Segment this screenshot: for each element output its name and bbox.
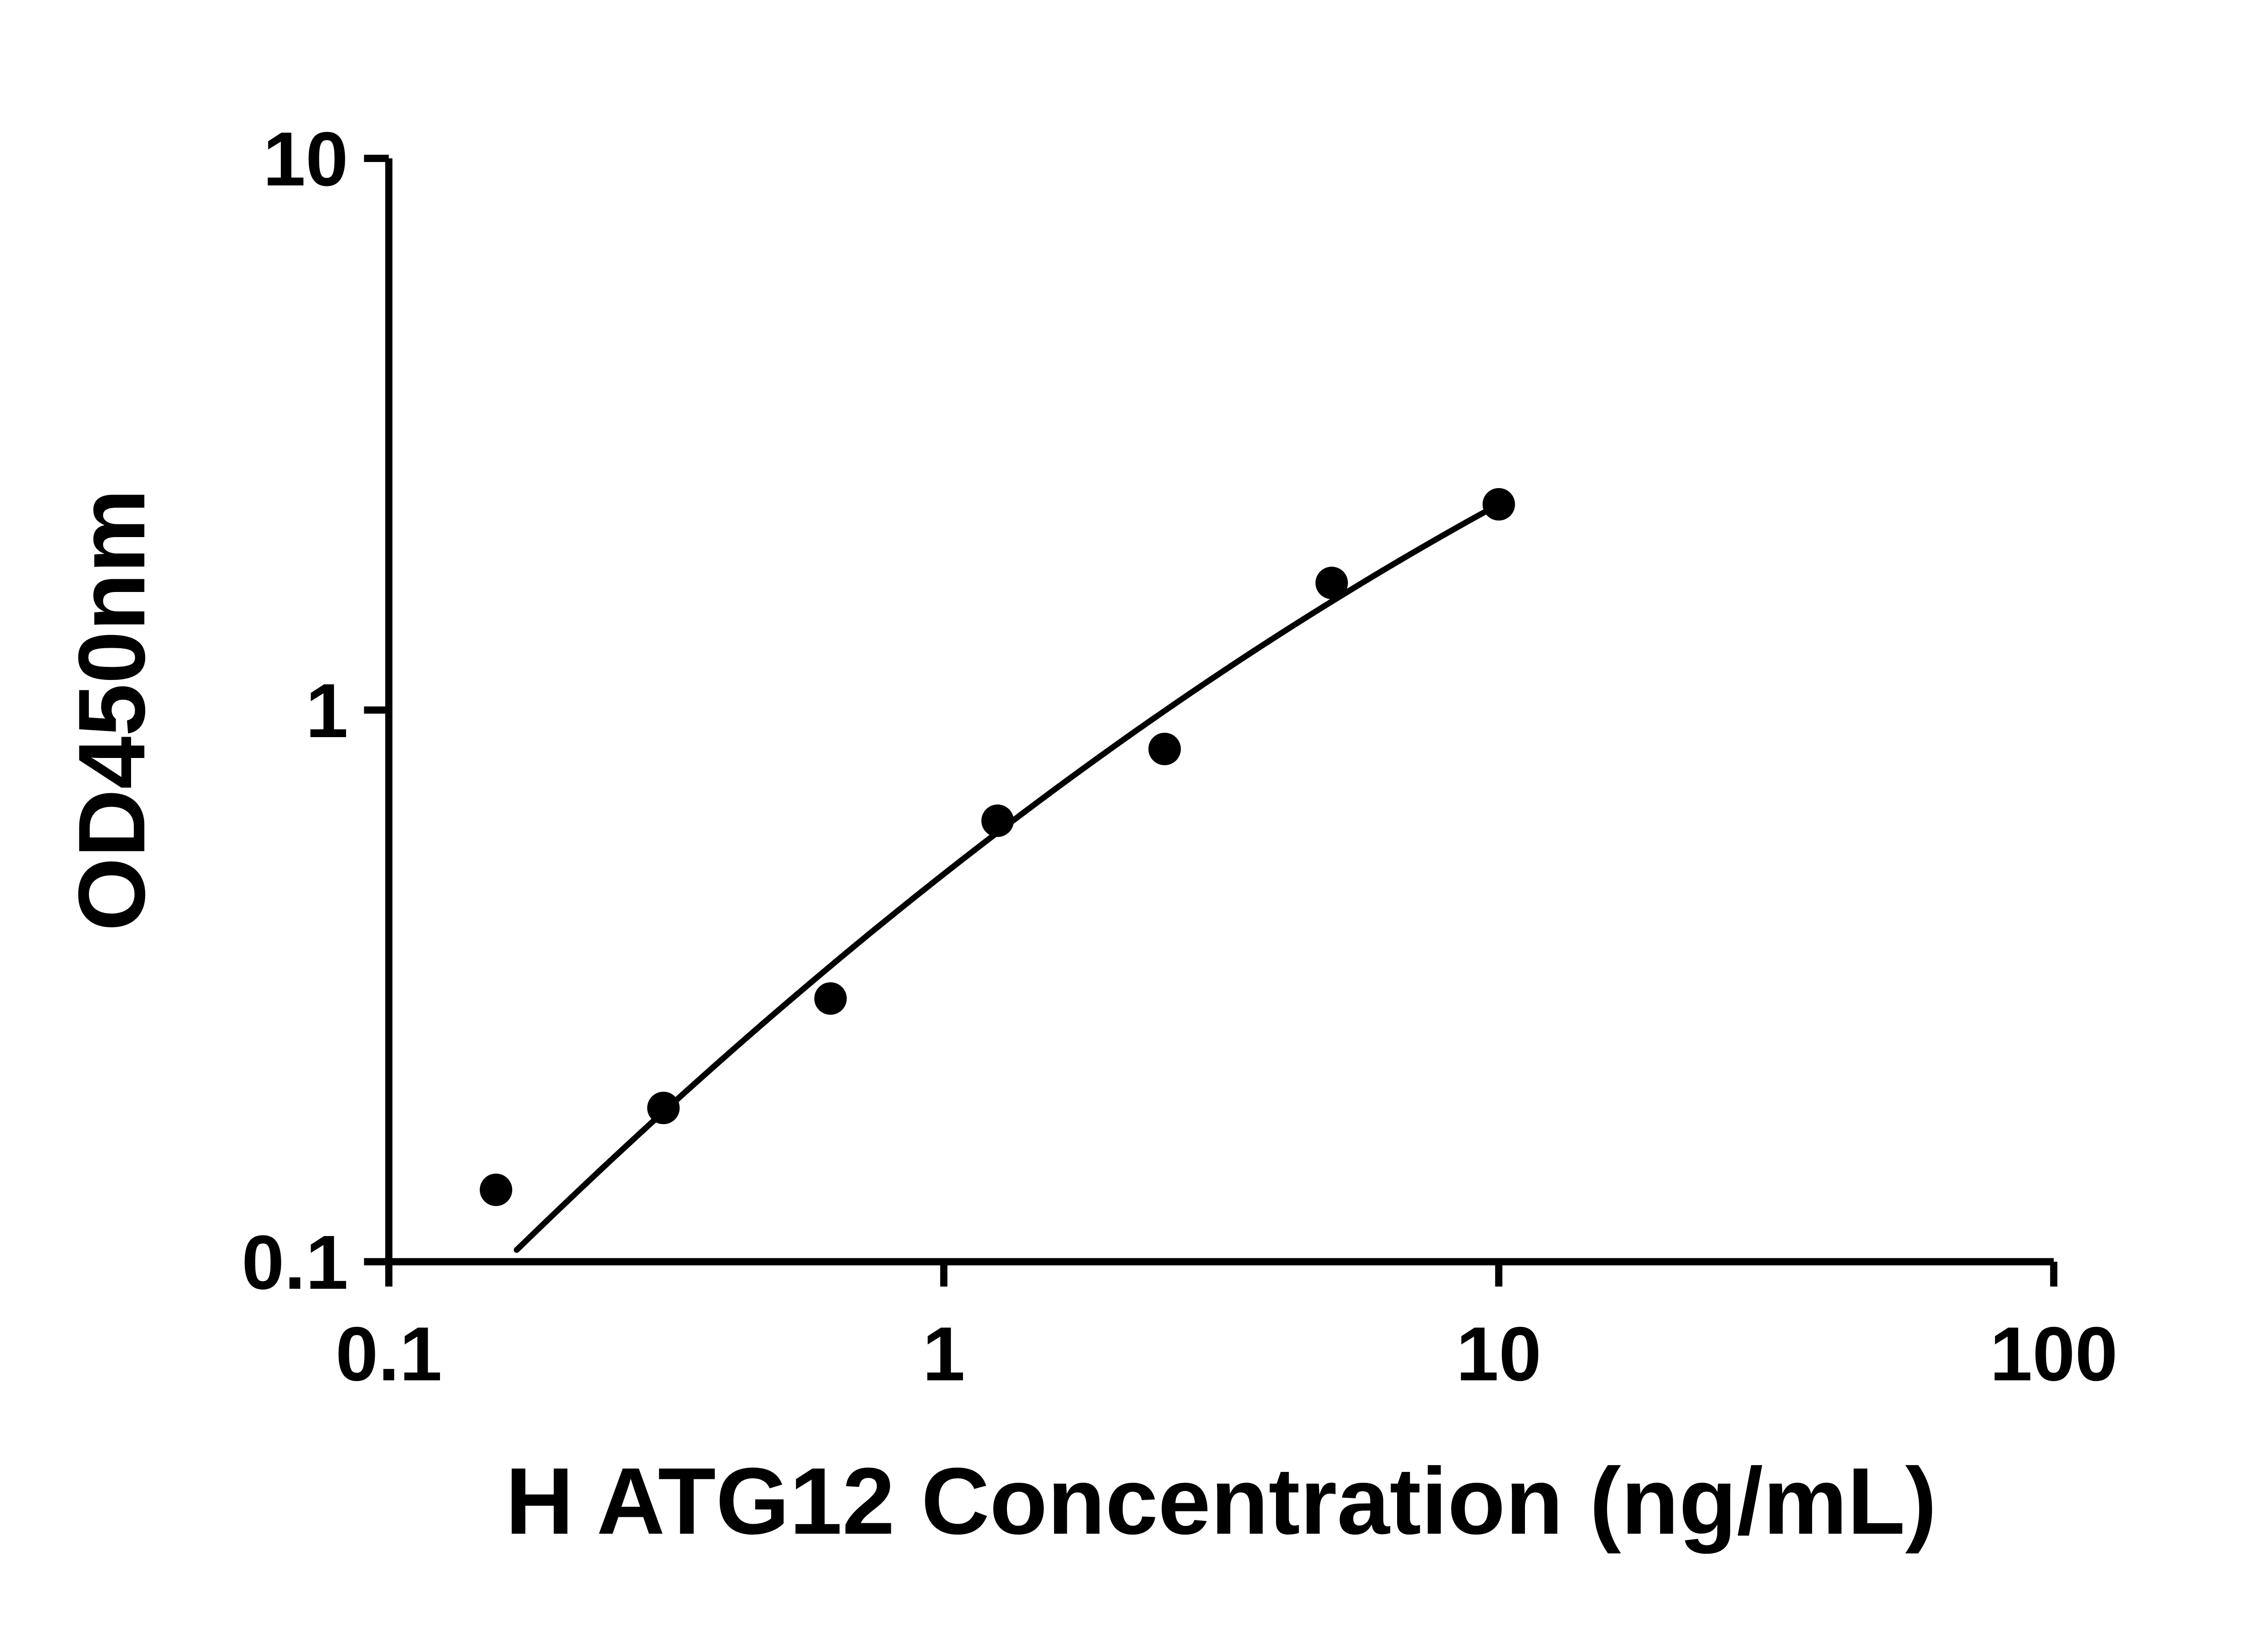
fit-curve [513, 501, 1502, 1253]
axis-spines [385, 158, 2054, 1266]
x-tick-label: 0.1 [336, 1311, 442, 1397]
data-point [814, 982, 847, 1015]
data-point [647, 1091, 680, 1125]
data-point [1315, 567, 1348, 599]
y-tick-label: 10 [263, 116, 348, 202]
y-tick-label: 1 [306, 668, 348, 753]
plot-area: 0.1 1 10 100 0.1 1 10 [242, 116, 2118, 1397]
data-point [1482, 488, 1515, 521]
x-axis-title: H ATG12 Concentration (ng/mL) [505, 1448, 1937, 1554]
data-point [479, 1173, 513, 1206]
y-tick-label: 0.1 [242, 1219, 348, 1305]
x-tick-label: 100 [1990, 1311, 2118, 1397]
data-point [981, 804, 1014, 837]
y-axis-title: OD450nm [59, 489, 165, 931]
x-tick-label: 10 [1456, 1311, 1541, 1397]
data-point [1148, 733, 1181, 765]
x-tick-label: 1 [923, 1311, 965, 1397]
